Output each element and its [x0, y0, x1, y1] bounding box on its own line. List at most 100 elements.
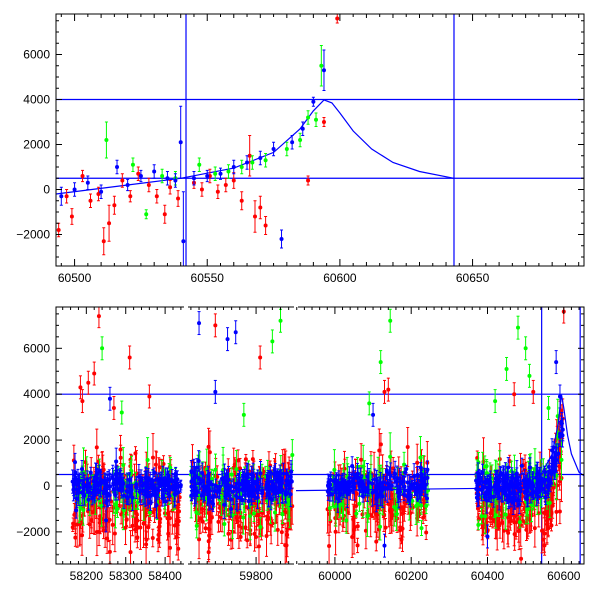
cluster-point — [243, 514, 248, 541]
y-tick-label: −2000 — [16, 228, 50, 242]
data-point — [104, 509, 109, 514]
series-point — [144, 209, 149, 220]
series-point — [321, 117, 326, 127]
data-point — [290, 140, 295, 145]
data-point — [160, 174, 165, 178]
data-point — [161, 461, 166, 466]
series-point — [115, 159, 120, 175]
series-point — [197, 157, 202, 172]
data-point — [72, 512, 77, 517]
series-point — [205, 169, 210, 183]
data-point — [524, 527, 529, 532]
data-point — [115, 506, 120, 511]
data-point — [532, 526, 537, 531]
series-point — [136, 166, 141, 181]
series-point — [314, 112, 319, 127]
data-point — [398, 528, 403, 533]
series-point — [128, 190, 133, 203]
data-point — [402, 500, 407, 505]
data-point — [128, 550, 133, 555]
series-point — [152, 164, 157, 179]
cluster-point — [424, 525, 429, 541]
data-point — [80, 174, 85, 178]
data-point — [489, 508, 494, 513]
series-point — [85, 175, 90, 190]
data-point — [260, 511, 265, 516]
cluster-point — [176, 506, 181, 536]
data-point — [144, 542, 149, 547]
series-point — [162, 204, 167, 224]
data-point — [226, 531, 231, 536]
data-point — [207, 450, 212, 455]
series-point — [335, 14, 340, 24]
data-point — [124, 517, 129, 522]
series-point — [252, 200, 257, 233]
cluster-point — [532, 508, 537, 548]
series-point — [96, 186, 101, 202]
data-point — [389, 493, 394, 498]
data-point — [306, 115, 311, 120]
data-point — [118, 447, 123, 452]
data-point — [275, 527, 280, 532]
data-point — [283, 543, 288, 548]
cluster-point — [150, 528, 155, 548]
data-point — [388, 454, 393, 459]
data-point — [557, 509, 562, 514]
data-point — [251, 511, 256, 516]
series-point — [101, 227, 106, 256]
cluster-point — [264, 515, 269, 557]
data-point — [481, 525, 486, 530]
data-point — [156, 537, 161, 542]
data-point — [350, 534, 355, 539]
cluster-point — [151, 507, 156, 517]
cluster-point — [266, 513, 271, 525]
data-point — [198, 516, 203, 521]
data-point — [197, 162, 202, 167]
cluster-point — [172, 511, 177, 540]
series-point — [284, 141, 289, 157]
data-point — [98, 517, 103, 522]
cluster-point — [256, 524, 261, 564]
cluster-point — [203, 523, 208, 534]
data-point — [213, 467, 218, 472]
y-tick-label: 6000 — [23, 48, 50, 62]
data-point — [121, 462, 126, 467]
series-point — [279, 229, 284, 249]
data-point — [136, 171, 141, 176]
data-point — [226, 169, 231, 174]
data-point — [166, 531, 171, 536]
data-point — [128, 194, 133, 199]
series-point — [64, 189, 69, 204]
data-point — [222, 522, 227, 527]
data-point — [135, 525, 140, 530]
cluster-point — [245, 532, 250, 549]
data-point — [333, 516, 338, 521]
data-point — [175, 505, 180, 510]
cluster-point — [207, 430, 212, 475]
data-point — [241, 515, 246, 520]
series-point — [321, 49, 326, 91]
series-point — [99, 184, 104, 199]
series-point — [173, 173, 178, 188]
data-point — [285, 532, 290, 537]
series-point — [69, 208, 74, 225]
series-point — [181, 191, 186, 266]
data-point — [145, 457, 150, 462]
data-point — [59, 194, 64, 199]
data-point — [258, 156, 263, 160]
data-point — [245, 160, 250, 165]
cluster-point — [355, 537, 360, 554]
series-point — [226, 164, 231, 179]
data-point — [89, 518, 94, 523]
data-point — [72, 187, 77, 192]
data-point — [239, 198, 244, 203]
top-panel: 60500 60550 60600 60650 −2000 0 2000 4000 6000 — [16, 13, 585, 285]
cluster-point — [166, 510, 171, 558]
data-point — [112, 203, 117, 208]
data-point — [540, 528, 545, 533]
data-point — [319, 63, 324, 68]
cluster-point — [254, 525, 259, 549]
data-point — [152, 169, 157, 174]
data-point — [383, 525, 388, 530]
data-point — [500, 520, 505, 525]
